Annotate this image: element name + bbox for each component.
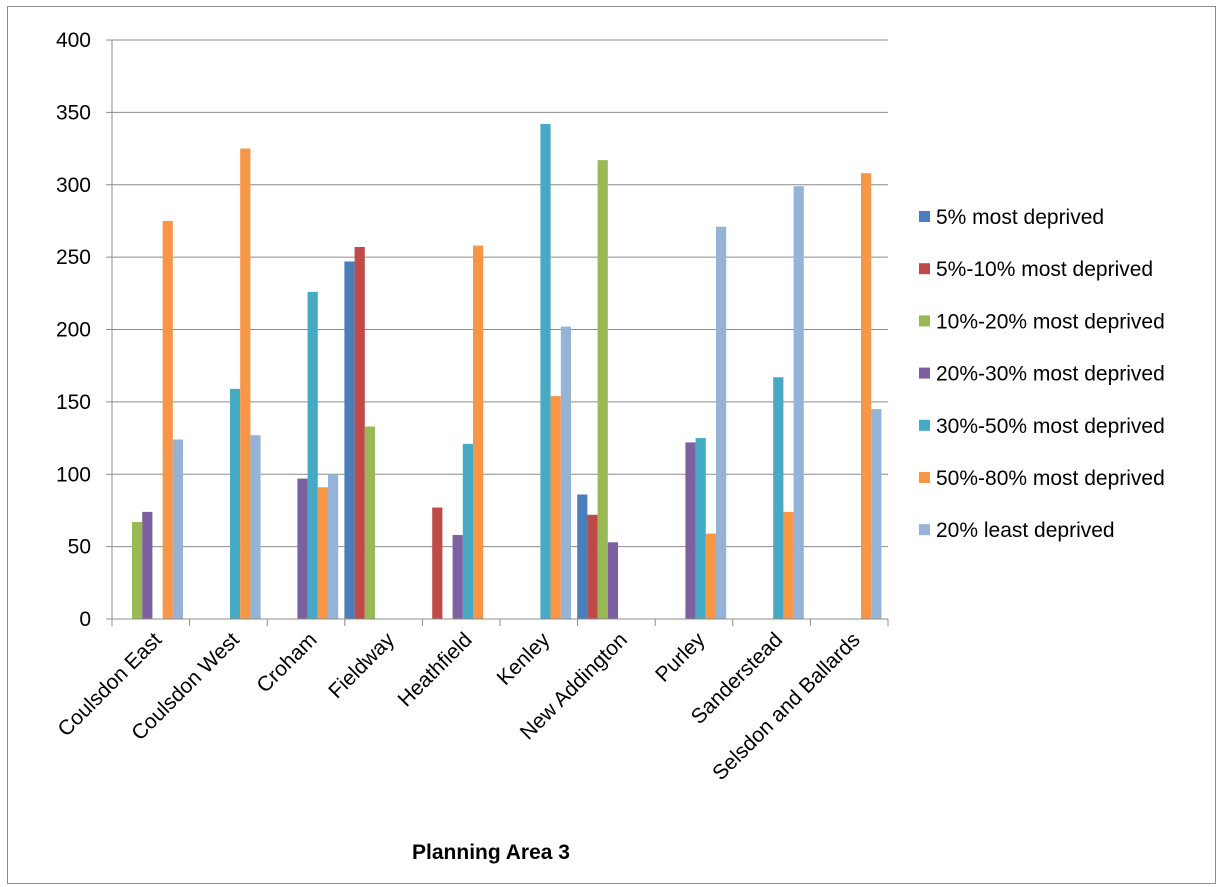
x-category-label: Kenley	[493, 628, 555, 690]
x-category-label: Purley	[651, 628, 710, 687]
y-tick-label: 400	[56, 29, 91, 52]
bar	[607, 542, 618, 619]
bar	[364, 426, 375, 619]
x-category-label: Selsdon and Ballards	[708, 628, 865, 785]
legend-label: 30%-50% most deprived	[936, 415, 1165, 438]
bar	[317, 487, 328, 619]
y-tick-label: 100	[56, 463, 91, 486]
bar	[577, 494, 588, 619]
chart-frame	[7, 6, 1216, 884]
legend-swatch	[919, 315, 930, 327]
y-tick-label: 350	[56, 101, 91, 124]
legend-label: 10%-20% most deprived	[936, 310, 1165, 333]
legend-label: 5% most deprived	[936, 206, 1104, 229]
bar	[344, 261, 355, 619]
x-category-label: Croham	[252, 628, 321, 697]
legend-swatch	[919, 472, 930, 483]
bar	[695, 438, 706, 619]
bar	[540, 123, 551, 619]
bar	[328, 474, 339, 619]
legend-label: 20%-30% most deprived	[936, 363, 1165, 386]
bar	[861, 173, 872, 620]
legend-swatch	[919, 367, 930, 379]
y-tick-label: 200	[56, 319, 91, 342]
y-tick-label: 150	[56, 391, 91, 414]
bar	[462, 443, 473, 619]
bar	[550, 396, 561, 619]
bar	[297, 478, 308, 619]
bar	[230, 388, 241, 619]
bar	[793, 186, 804, 619]
bar	[783, 511, 794, 619]
bar	[240, 148, 251, 619]
bar	[162, 220, 173, 619]
bar	[871, 409, 882, 619]
legend-swatch	[919, 263, 930, 275]
y-tick-label: 0	[79, 608, 91, 631]
gridlines	[112, 39, 888, 548]
bar	[473, 245, 484, 620]
y-tick-label: 50	[68, 536, 91, 559]
bar	[685, 442, 696, 619]
x-axis-title: Planning Area 3	[412, 841, 570, 864]
legend-swatch	[919, 524, 930, 536]
bar	[132, 522, 143, 619]
bar	[142, 511, 153, 619]
bar	[716, 226, 727, 620]
axes	[106, 39, 889, 626]
x-category-label: Heathfield	[394, 628, 477, 711]
legend: 5% most deprived 5%-10% most deprived 10%-…	[919, 206, 1165, 542]
bar	[432, 507, 443, 619]
legend-label: 50%-80% most deprived	[936, 467, 1165, 490]
bar	[773, 377, 784, 619]
bar	[354, 246, 365, 619]
bar	[307, 291, 318, 619]
bar	[587, 514, 598, 619]
legend-label: 20% least deprived	[936, 519, 1115, 542]
legend-label: 5%-10% most deprived	[936, 258, 1153, 281]
y-tick-label: 300	[56, 174, 91, 197]
y-tick-label: 250	[56, 246, 91, 269]
bar	[452, 535, 463, 619]
bars	[132, 123, 882, 620]
bar	[172, 439, 183, 619]
legend-swatch	[919, 419, 930, 431]
bar	[705, 533, 716, 619]
x-category-label: Fieldway	[324, 628, 399, 703]
legend-swatch	[919, 211, 930, 222]
bar	[597, 160, 608, 619]
bar	[250, 435, 261, 619]
y-tick-labels: 0 50 100 150 200 250 300 350 400	[56, 29, 91, 631]
bar	[560, 326, 571, 619]
